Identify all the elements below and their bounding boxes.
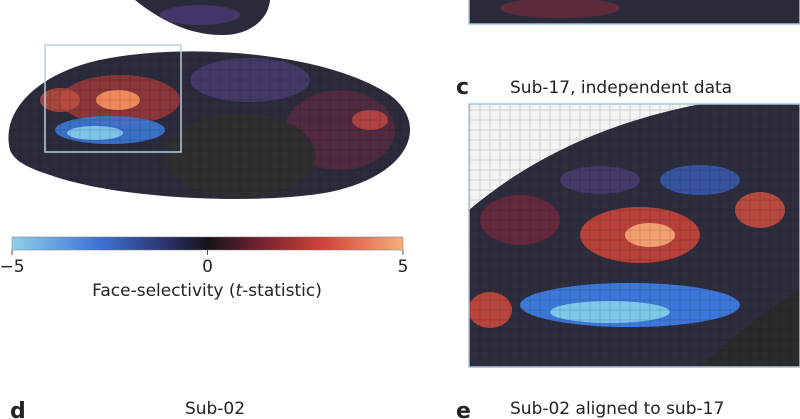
zoom-frame — [468, 103, 800, 368]
zoom-image — [469, 104, 800, 367]
colorbar-ticks: −5 0 5 — [0, 250, 408, 277]
label-italic: t — [236, 281, 244, 301]
label-text: -statistic) — [242, 281, 322, 301]
panel-letter: e — [456, 399, 471, 419]
panel-letter: d — [10, 399, 26, 419]
image-patch — [500, 0, 620, 18]
colorbar-tick-label: 5 — [398, 257, 409, 277]
colorbar-tick-label: −5 — [0, 257, 25, 277]
panel-title: Sub-02 — [185, 399, 245, 419]
label-text: Face-selectivity ( — [92, 281, 235, 301]
colorbar-label: Face-selectivity (t-statistic) — [92, 281, 322, 301]
panel-title: Sub-17, independent data — [510, 78, 732, 98]
colorbar-tick-label: 0 — [202, 257, 213, 277]
panel-letter: c — [456, 75, 469, 100]
brain-surface — [8, 51, 411, 199]
brain-patch — [160, 5, 240, 25]
colorbar — [11, 236, 404, 251]
zoom-box — [44, 44, 182, 153]
panel-title: Sub-02 aligned to sub-17 — [510, 399, 724, 419]
